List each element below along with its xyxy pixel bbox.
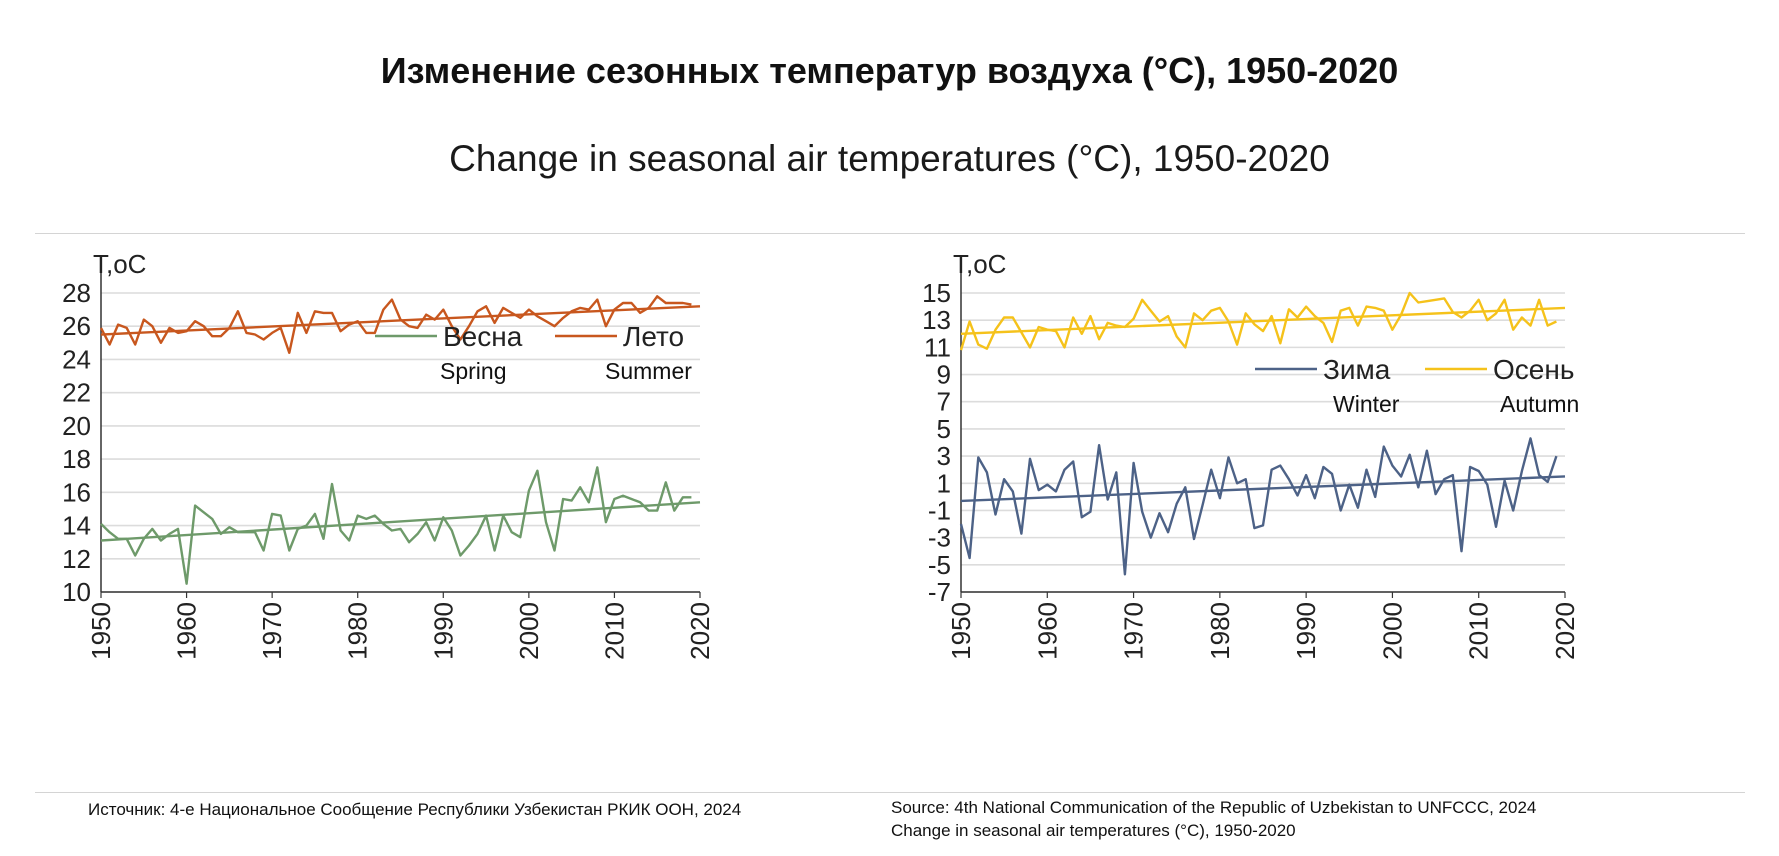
legend-label-en: Winter bbox=[1333, 391, 1400, 417]
legend-label-en: Summer bbox=[605, 358, 692, 384]
y-tick-label: 3 bbox=[937, 441, 951, 471]
y-tick-label: 18 bbox=[62, 444, 91, 474]
y-tick-label: 10 bbox=[62, 577, 91, 607]
x-tick-label: 2020 bbox=[685, 602, 715, 660]
y-tick-label: -3 bbox=[928, 523, 951, 553]
x-tick-label: 1950 bbox=[86, 602, 116, 660]
series-line bbox=[99, 295, 692, 355]
y-tick-label: 14 bbox=[62, 511, 91, 541]
trend-line bbox=[100, 305, 701, 336]
legend-label-en: Spring bbox=[440, 358, 506, 384]
y-tick-label: 20 bbox=[62, 411, 91, 441]
series-line bbox=[100, 466, 692, 585]
x-tick-label: 1980 bbox=[343, 602, 373, 660]
series-line bbox=[959, 437, 1558, 576]
legend-label: Лето bbox=[623, 321, 684, 352]
y-tick-label: -7 bbox=[928, 577, 951, 607]
title-ru: Изменение сезонных температур воздуха (°… bbox=[380, 50, 1399, 91]
x-tick-label: 1950 bbox=[946, 602, 976, 660]
source-en-block: Source: 4th National Communication of th… bbox=[891, 796, 1536, 842]
y-tick-label: -1 bbox=[928, 495, 951, 525]
y-tick-label: 26 bbox=[62, 311, 91, 341]
y-tick-label: 13 bbox=[922, 305, 951, 335]
x-tick-label: 1960 bbox=[1032, 602, 1062, 660]
y-tick-label: 5 bbox=[937, 414, 951, 444]
trend-line bbox=[960, 306, 1566, 335]
y-tick-label: -5 bbox=[928, 550, 951, 580]
x-tick-label: 1990 bbox=[1291, 602, 1321, 660]
y-axis-label: T,oC bbox=[93, 250, 146, 279]
bottom-divider bbox=[35, 792, 1745, 793]
y-axis-label: T,oC bbox=[953, 250, 1006, 279]
y-tick-label: 9 bbox=[937, 360, 951, 390]
trend-line bbox=[100, 501, 701, 542]
source-en: Source: 4th National Communication of th… bbox=[891, 798, 1537, 817]
x-tick-label: 2010 bbox=[599, 602, 629, 660]
y-tick-label: 28 bbox=[62, 278, 91, 308]
top-divider bbox=[35, 233, 1745, 234]
x-tick-label: 2000 bbox=[1377, 602, 1407, 660]
x-tick-label: 1980 bbox=[1205, 602, 1235, 660]
trend-line bbox=[960, 475, 1566, 503]
legend-label-en: Autumn bbox=[1500, 391, 1579, 417]
legend-label: Весна bbox=[443, 321, 523, 352]
x-tick-label: 2020 bbox=[1550, 602, 1580, 660]
y-tick-label: 22 bbox=[62, 378, 91, 408]
legend-label: Осень bbox=[1493, 354, 1574, 385]
source-ru: Источник: 4-е Национальное Сообщение Рес… bbox=[88, 800, 742, 819]
series-line bbox=[959, 291, 1557, 351]
x-tick-label: 1970 bbox=[257, 602, 287, 660]
y-tick-label: 15 bbox=[922, 278, 951, 308]
y-tick-label: 12 bbox=[62, 544, 91, 574]
y-tick-label: 7 bbox=[937, 387, 951, 417]
x-tick-label: 2010 bbox=[1464, 602, 1494, 660]
legend-label: Зима bbox=[1323, 354, 1391, 385]
x-tick-label: 1960 bbox=[172, 602, 202, 660]
x-tick-label: 1990 bbox=[428, 602, 458, 660]
x-tick-label: 2000 bbox=[514, 602, 544, 660]
y-tick-label: 1 bbox=[937, 468, 951, 498]
title-en: Change in seasonal air temperatures (°C)… bbox=[449, 138, 1330, 179]
caption-en: Change in seasonal air temperatures (°C)… bbox=[891, 821, 1296, 840]
y-tick-label: 24 bbox=[62, 344, 91, 374]
y-tick-label: 11 bbox=[924, 332, 951, 362]
x-tick-label: 1970 bbox=[1119, 602, 1149, 660]
y-tick-label: 16 bbox=[62, 477, 91, 507]
